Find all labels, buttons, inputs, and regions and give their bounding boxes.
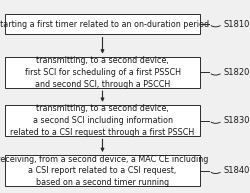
Text: transmitting, to a second device,
first SCI for scheduling of a first PSSCH
and : transmitting, to a second device, first … — [24, 56, 180, 89]
Text: receiving, from a second device, a MAC CE including
a CSI report related to a CS: receiving, from a second device, a MAC C… — [0, 155, 208, 187]
Text: S1830: S1830 — [224, 116, 250, 125]
Text: S1810: S1810 — [224, 20, 250, 29]
Bar — [5, 14, 200, 34]
Text: S1820: S1820 — [224, 68, 250, 77]
Text: S1840: S1840 — [224, 166, 250, 175]
Bar — [5, 57, 200, 88]
Bar — [5, 155, 200, 186]
Text: transmitting, to a second device,
a second SCI including information
related to : transmitting, to a second device, a seco… — [10, 104, 194, 137]
Text: starting a first timer related to an on-duration period: starting a first timer related to an on-… — [0, 20, 209, 29]
Bar — [5, 105, 200, 136]
